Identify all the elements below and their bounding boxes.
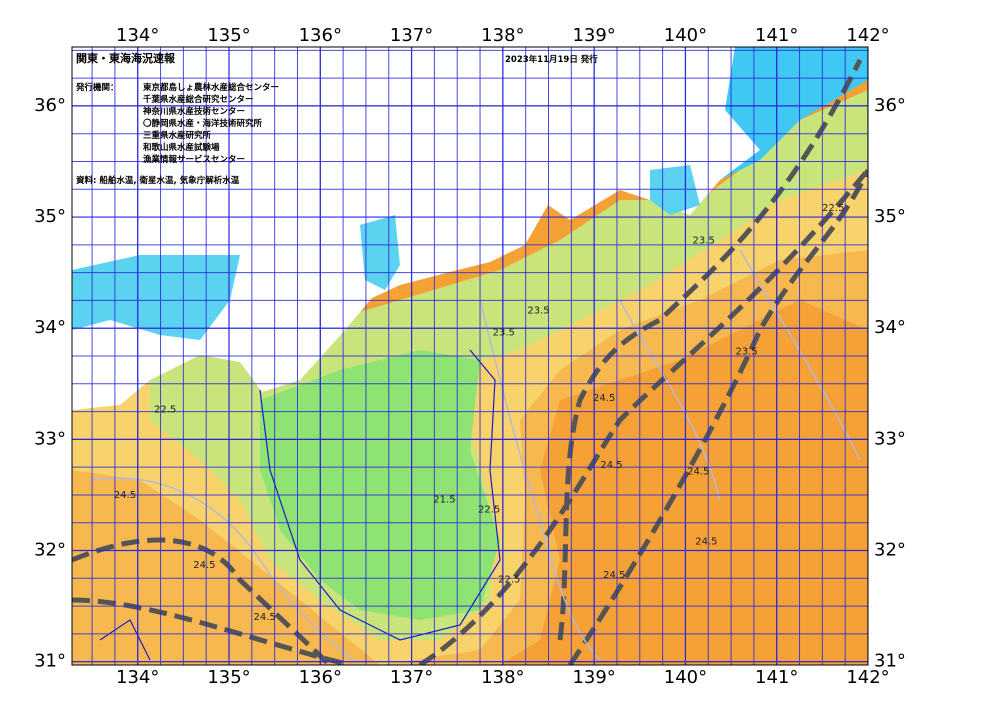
credits-label: 発行機関：	[75, 82, 119, 93]
x-tick-label: 134°	[116, 667, 159, 688]
y-tick-label: 34°	[874, 317, 906, 338]
x-tick-label: 136°	[299, 25, 342, 46]
x-tick-label: 141°	[755, 667, 798, 688]
x-tick-label: 138°	[481, 667, 524, 688]
y-tick-label: 35°	[34, 206, 66, 227]
x-tick-label: 134°	[116, 25, 159, 46]
x-tick-label: 137°	[390, 667, 433, 688]
isotherm	[89, 249, 861, 665]
org-name: 漁業情報サービスセンター	[143, 154, 245, 165]
contour-label: 21.5	[433, 494, 455, 505]
x-tick-label: 139°	[572, 25, 615, 46]
issue-date: 2023年11月19日 発行	[505, 54, 598, 65]
contour-label: 24.5	[593, 393, 615, 404]
contour-label: 23.5	[527, 305, 549, 316]
org-name: 和歌山県水産試験場	[143, 142, 220, 153]
data-source: 資料: 船舶水温, 衛星水温, 気象庁解析水温	[75, 175, 240, 186]
x-tick-label: 135°	[207, 667, 250, 688]
org-name: 神奈川県水産技術センター	[143, 106, 245, 117]
org-name: 東京都島しょ農林水産総合センター	[143, 82, 279, 93]
x-tick-label: 139°	[572, 667, 615, 688]
contour-label: 23.5	[493, 328, 515, 339]
y-tick-label: 35°	[874, 206, 906, 227]
isotherm	[99, 349, 501, 661]
contour-label: 24.5	[687, 467, 709, 478]
contour-label: 22.5	[498, 574, 520, 585]
sea-surface	[72, 47, 868, 665]
graticule	[72, 47, 868, 665]
x-tick-label: 141°	[755, 25, 798, 46]
contour-label: 23.5	[693, 235, 715, 246]
contour-label: 22.5	[478, 504, 500, 515]
kuroshio-axis	[72, 58, 868, 665]
y-tick-label: 34°	[34, 317, 66, 338]
ise-bay	[360, 215, 400, 290]
land	[72, 47, 760, 410]
contour-label: 24.5	[253, 612, 275, 623]
y-tick-label: 32°	[874, 540, 906, 561]
x-tick-label: 142°	[846, 25, 889, 46]
x-tick-label: 137°	[390, 25, 433, 46]
contour-label: 24.5	[114, 490, 136, 501]
map-title: 関東・東海海況速報	[76, 51, 176, 65]
y-tick-label: 31°	[34, 651, 66, 672]
contour-label: 24.5	[695, 537, 717, 548]
x-tick-label: 140°	[664, 667, 707, 688]
osaka-bay	[72, 255, 240, 340]
y-tick-label: 32°	[34, 540, 66, 561]
x-tick-label: 135°	[207, 25, 250, 46]
contour-label: 24.5	[603, 570, 625, 581]
y-tick-label: 36°	[874, 95, 906, 116]
contour-label: 23.5	[735, 347, 757, 358]
contour-label: 22.5	[154, 404, 176, 415]
org-name: 三重県水産研究所	[143, 130, 212, 141]
x-tick-label: 140°	[664, 25, 707, 46]
x-tick-label: 142°	[846, 667, 889, 688]
org-name: 〇静岡県水産・海洋技術研究所	[143, 118, 263, 129]
org-name: 千葉県水産総合研究センター	[143, 94, 254, 105]
credits: 東京都島しょ農林水産総合センター千葉県水産総合研究センター神奈川県水産技術センタ…	[143, 82, 279, 165]
contour-label: 24.5	[193, 560, 215, 571]
y-tick-label: 36°	[34, 95, 66, 116]
y-tick-label: 31°	[874, 651, 906, 672]
x-tick-label: 136°	[299, 667, 342, 688]
y-tick-label: 33°	[874, 428, 906, 449]
y-tick-label: 33°	[34, 428, 66, 449]
contour-label: 22.5	[822, 203, 844, 214]
map-frame	[71, 46, 869, 666]
x-tick-label: 138°	[481, 25, 524, 46]
contour-label: 24.5	[600, 460, 622, 471]
